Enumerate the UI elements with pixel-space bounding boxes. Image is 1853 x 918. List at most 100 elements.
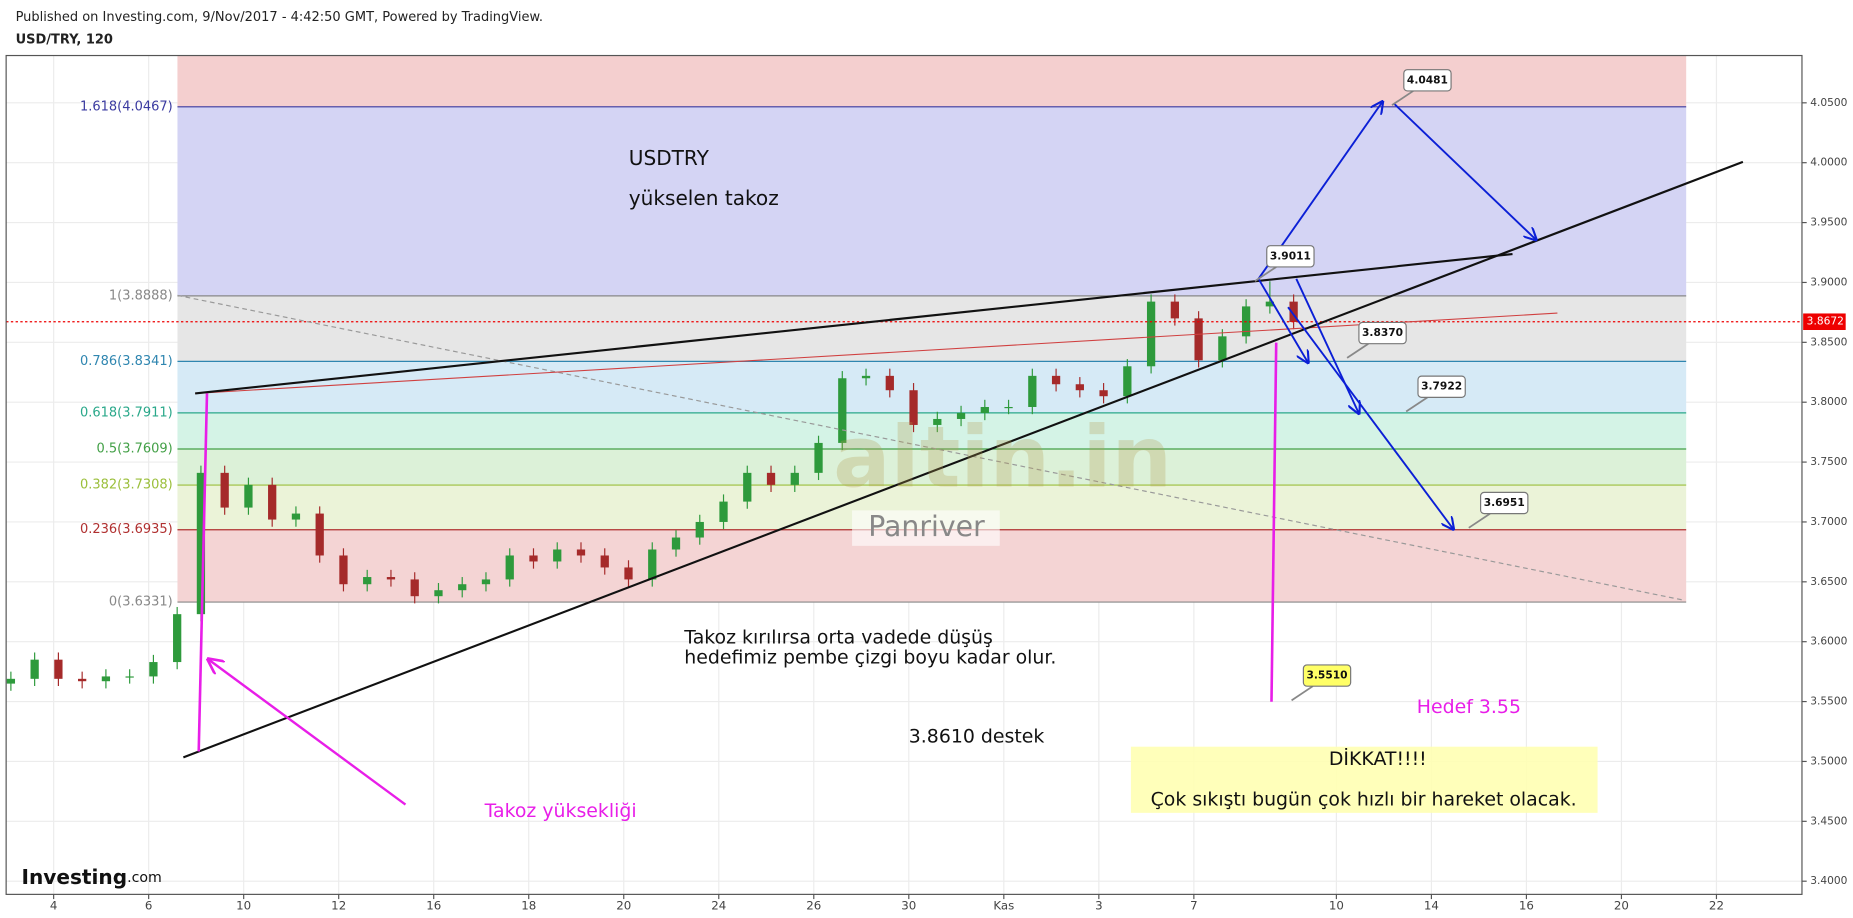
candle-body [1170, 301, 1179, 319]
candle-body [125, 676, 134, 678]
candle-body [648, 549, 657, 580]
x-tick-label: 6 [145, 899, 153, 913]
y-tick-label: 3.7000 [1810, 515, 1847, 528]
candle-body [244, 484, 253, 508]
y-tick-label: 3.9000 [1810, 275, 1847, 288]
candle-body [743, 472, 752, 502]
x-tick-label: 24 [711, 899, 726, 913]
callout-box [1403, 69, 1452, 92]
watermark-box [852, 510, 1000, 546]
logo-text: Investing [21, 864, 127, 888]
wedge-upper [195, 252, 1513, 395]
fib-zone [177, 449, 1687, 486]
candle-body [6, 678, 16, 684]
candle-body [339, 555, 348, 585]
callout-box [1302, 664, 1352, 687]
x-tick-label: 16 [426, 899, 441, 913]
candle-body [386, 577, 396, 580]
x-tick-label: Kas [993, 899, 1014, 913]
wedge-lower [182, 160, 1744, 759]
x-tick-label: 7 [1190, 899, 1198, 913]
fib-zone [177, 55, 1687, 107]
candle-body [434, 590, 443, 597]
candle-body [933, 418, 942, 425]
annotation: USDTRY [629, 146, 710, 170]
candle-body [1099, 390, 1108, 397]
y-tick-label: 3.8500 [1810, 335, 1847, 348]
callout-box [1480, 491, 1529, 515]
y-tick-label: 3.8000 [1810, 395, 1847, 408]
callout-box [1417, 375, 1466, 398]
x-tick-label: 4 [50, 899, 58, 913]
candle-body [291, 513, 301, 520]
candle-body [220, 472, 229, 508]
candle-body [54, 659, 63, 679]
plot-frame [5, 54, 1803, 895]
x-tick-label: 16 [1519, 899, 1534, 913]
last-price-label: 3.8672 [1807, 315, 1844, 328]
candle-body [363, 577, 372, 585]
logo: Investing.com [21, 864, 161, 888]
callout-label: 3.8370 [1362, 326, 1403, 339]
callout-box [1358, 321, 1407, 345]
logo-suffix: .com [127, 870, 162, 886]
candle-body [980, 406, 989, 413]
x-tick-label: 26 [806, 899, 821, 913]
candle-body [315, 513, 324, 556]
y-tick-label: 3.4500 [1810, 814, 1847, 827]
candle-body [1051, 375, 1061, 385]
fib-label: 0.5(3.7609) [97, 442, 173, 457]
candle-body [600, 555, 609, 568]
y-tick-label: 3.6000 [1810, 635, 1847, 648]
candle-body [861, 375, 871, 379]
candle-body [196, 472, 206, 615]
y-tick-label: 4.0500 [1810, 96, 1847, 109]
candle-body [1123, 366, 1132, 397]
magenta-arrow [208, 659, 407, 806]
candle-body [1028, 375, 1037, 407]
warning-text: Çok sıkıştı bugün çok hızlı bir hareket … [1151, 788, 1577, 810]
x-tick-label: 10 [236, 899, 251, 913]
fib-label: 1(3.8888) [109, 288, 173, 303]
warning-box [1130, 746, 1598, 813]
x-tick-label: 30 [901, 899, 916, 913]
candle-body [671, 537, 681, 550]
candle-body [909, 390, 918, 425]
candle-body [790, 472, 799, 485]
candle-body [1194, 318, 1203, 361]
fib-label: 0.382(3.7308) [80, 478, 173, 493]
callout-box [1266, 245, 1315, 268]
x-tick-label: 3 [1095, 899, 1103, 913]
warning-title: DİKKAT!!!! [1329, 747, 1427, 770]
watermark: altin.in [833, 409, 1172, 508]
y-tick-label: 3.6500 [1810, 575, 1847, 588]
callout-label: 3.5510 [1307, 669, 1348, 682]
candle-body [814, 442, 823, 473]
candle-body [481, 579, 491, 585]
callout-pointer [1346, 342, 1369, 359]
fib-label: 0.618(3.7911) [80, 405, 173, 420]
blue-arrow [1257, 278, 1308, 363]
annotation: 3.8610 destek [909, 726, 1045, 748]
x-tick-label: 18 [521, 899, 536, 913]
annotation: Hedef 3.55 [1417, 696, 1521, 718]
fib-zone [177, 295, 1687, 362]
candle-body [1265, 301, 1275, 307]
y-tick-label: 3.7500 [1810, 455, 1847, 468]
candle-body [624, 567, 633, 580]
fib-zone [177, 106, 1687, 296]
fib-label: 0.236(3.6935) [80, 522, 173, 537]
candle-body [1218, 336, 1227, 361]
y-tick-label: 3.4000 [1810, 874, 1847, 887]
candle-body [78, 678, 87, 682]
magenta-line [1270, 342, 1278, 702]
candle-body [1146, 301, 1156, 367]
callout-pointer [1254, 266, 1277, 282]
annotation: Takoz kırılırsa orta vadede düşüş [683, 626, 993, 648]
candle-body [838, 378, 847, 443]
annotation: hedefimiz pembe çizgi boyu kadar olur. [684, 647, 1056, 669]
candle-body [695, 521, 704, 538]
x-tick-label: 20 [616, 899, 631, 913]
x-tick-label: 12 [331, 899, 346, 913]
y-tick-label: 3.5000 [1810, 754, 1847, 767]
